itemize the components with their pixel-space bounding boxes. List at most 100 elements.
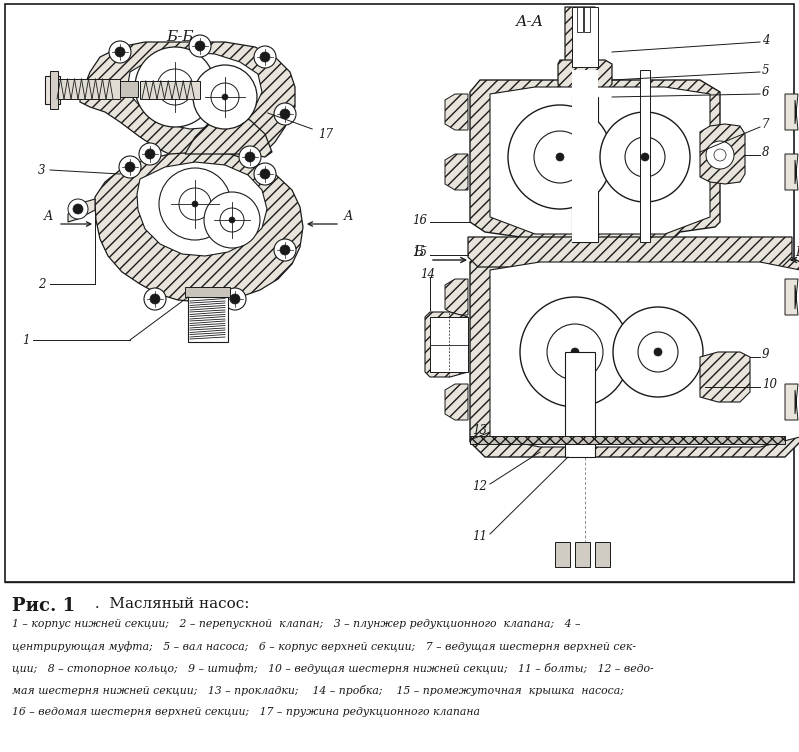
Circle shape xyxy=(157,69,193,105)
Circle shape xyxy=(135,47,215,127)
Text: 1 – корпус нижней секции;   2 – перепускной  клапан;   3 – плунжер редукционного: 1 – корпус нижней секции; 2 – перепускно… xyxy=(12,619,581,629)
Circle shape xyxy=(508,105,612,209)
Circle shape xyxy=(115,47,125,57)
Circle shape xyxy=(254,163,276,185)
Polygon shape xyxy=(68,199,95,222)
Bar xyxy=(45,76,60,104)
Circle shape xyxy=(125,162,135,172)
Polygon shape xyxy=(468,237,792,267)
Polygon shape xyxy=(785,384,798,420)
Bar xyxy=(430,317,468,372)
Polygon shape xyxy=(470,80,720,272)
Polygon shape xyxy=(128,52,262,129)
Polygon shape xyxy=(558,60,612,104)
Circle shape xyxy=(638,332,678,372)
Circle shape xyxy=(654,348,662,356)
Text: 13: 13 xyxy=(472,423,487,436)
Circle shape xyxy=(189,35,211,57)
Bar xyxy=(470,436,785,444)
Circle shape xyxy=(245,152,255,162)
Text: 8: 8 xyxy=(762,147,769,159)
Bar xyxy=(5,4,794,582)
Text: Б-Б: Б-Б xyxy=(166,30,194,44)
Text: 12: 12 xyxy=(472,480,487,493)
Text: Рис. 1: Рис. 1 xyxy=(12,597,75,615)
Polygon shape xyxy=(490,262,799,447)
Bar xyxy=(572,97,598,242)
Polygon shape xyxy=(80,42,295,164)
Circle shape xyxy=(220,208,244,232)
Circle shape xyxy=(613,307,703,397)
Bar xyxy=(55,79,120,99)
Circle shape xyxy=(641,153,649,161)
Polygon shape xyxy=(785,154,798,190)
Bar xyxy=(50,71,58,109)
Text: .  Масляный насос:: . Масляный насос: xyxy=(90,597,249,611)
Circle shape xyxy=(229,217,235,223)
Circle shape xyxy=(195,41,205,51)
Circle shape xyxy=(109,41,131,63)
Polygon shape xyxy=(700,124,745,184)
Polygon shape xyxy=(445,279,468,315)
Text: 2: 2 xyxy=(38,277,46,290)
Polygon shape xyxy=(470,254,799,457)
Circle shape xyxy=(150,294,160,304)
Bar xyxy=(595,542,610,567)
Bar xyxy=(565,352,595,457)
Text: 10: 10 xyxy=(762,378,777,392)
Polygon shape xyxy=(95,152,303,302)
Bar xyxy=(584,7,590,32)
Polygon shape xyxy=(700,352,750,402)
Text: 4: 4 xyxy=(762,34,769,47)
Bar xyxy=(555,542,570,567)
Circle shape xyxy=(260,52,270,62)
Text: А: А xyxy=(43,211,53,223)
Polygon shape xyxy=(490,87,710,234)
Circle shape xyxy=(714,149,726,161)
Circle shape xyxy=(192,201,198,207)
Bar xyxy=(185,287,230,297)
Circle shape xyxy=(224,288,246,310)
Circle shape xyxy=(139,143,161,165)
Circle shape xyxy=(625,137,665,177)
Bar xyxy=(575,70,595,242)
Bar xyxy=(640,70,650,242)
Circle shape xyxy=(547,324,603,380)
Circle shape xyxy=(179,188,211,220)
Text: Б: Б xyxy=(795,245,799,259)
Circle shape xyxy=(280,109,290,119)
Circle shape xyxy=(159,168,231,240)
Text: 7: 7 xyxy=(762,119,769,132)
Text: 16 – ведомая шестерня верхней секции;   17 – пружина редукционного клапана: 16 – ведомая шестерня верхней секции; 17… xyxy=(12,707,480,717)
Text: мая шестерня нижней секции;   13 – прокладки;    14 – пробка;    15 – промежуточ: мая шестерня нижней секции; 13 – проклад… xyxy=(12,685,624,696)
Text: центрирующая муфта;   5 – вал насоса;   6 – корпус верхней секции;   7 – ведущая: центрирующая муфта; 5 – вал насоса; 6 – … xyxy=(12,641,636,652)
Polygon shape xyxy=(185,114,272,157)
Circle shape xyxy=(556,153,564,161)
Text: 9: 9 xyxy=(762,348,769,362)
Circle shape xyxy=(571,348,579,356)
Circle shape xyxy=(145,149,155,159)
Polygon shape xyxy=(785,94,798,130)
Text: 1: 1 xyxy=(22,333,30,347)
Polygon shape xyxy=(445,154,468,190)
Circle shape xyxy=(144,288,166,310)
Text: Б: Б xyxy=(413,245,423,259)
Circle shape xyxy=(222,94,228,100)
Circle shape xyxy=(274,103,296,125)
Bar xyxy=(575,542,590,567)
Bar xyxy=(120,81,138,97)
Bar xyxy=(577,7,583,32)
Text: 3: 3 xyxy=(38,163,46,177)
Text: 6: 6 xyxy=(762,86,769,99)
Polygon shape xyxy=(565,7,595,67)
Circle shape xyxy=(204,192,260,248)
Circle shape xyxy=(239,146,261,168)
Bar xyxy=(572,7,598,67)
Text: А-А: А-А xyxy=(516,15,544,29)
Circle shape xyxy=(211,83,239,111)
Circle shape xyxy=(193,65,257,129)
Text: ции;   8 – стопорное кольцо;   9 – штифт;   10 – ведущая шестерня нижней секции;: ции; 8 – стопорное кольцо; 9 – штифт; 10… xyxy=(12,663,654,675)
Polygon shape xyxy=(785,279,798,315)
Text: А: А xyxy=(344,211,352,223)
Circle shape xyxy=(600,112,690,202)
